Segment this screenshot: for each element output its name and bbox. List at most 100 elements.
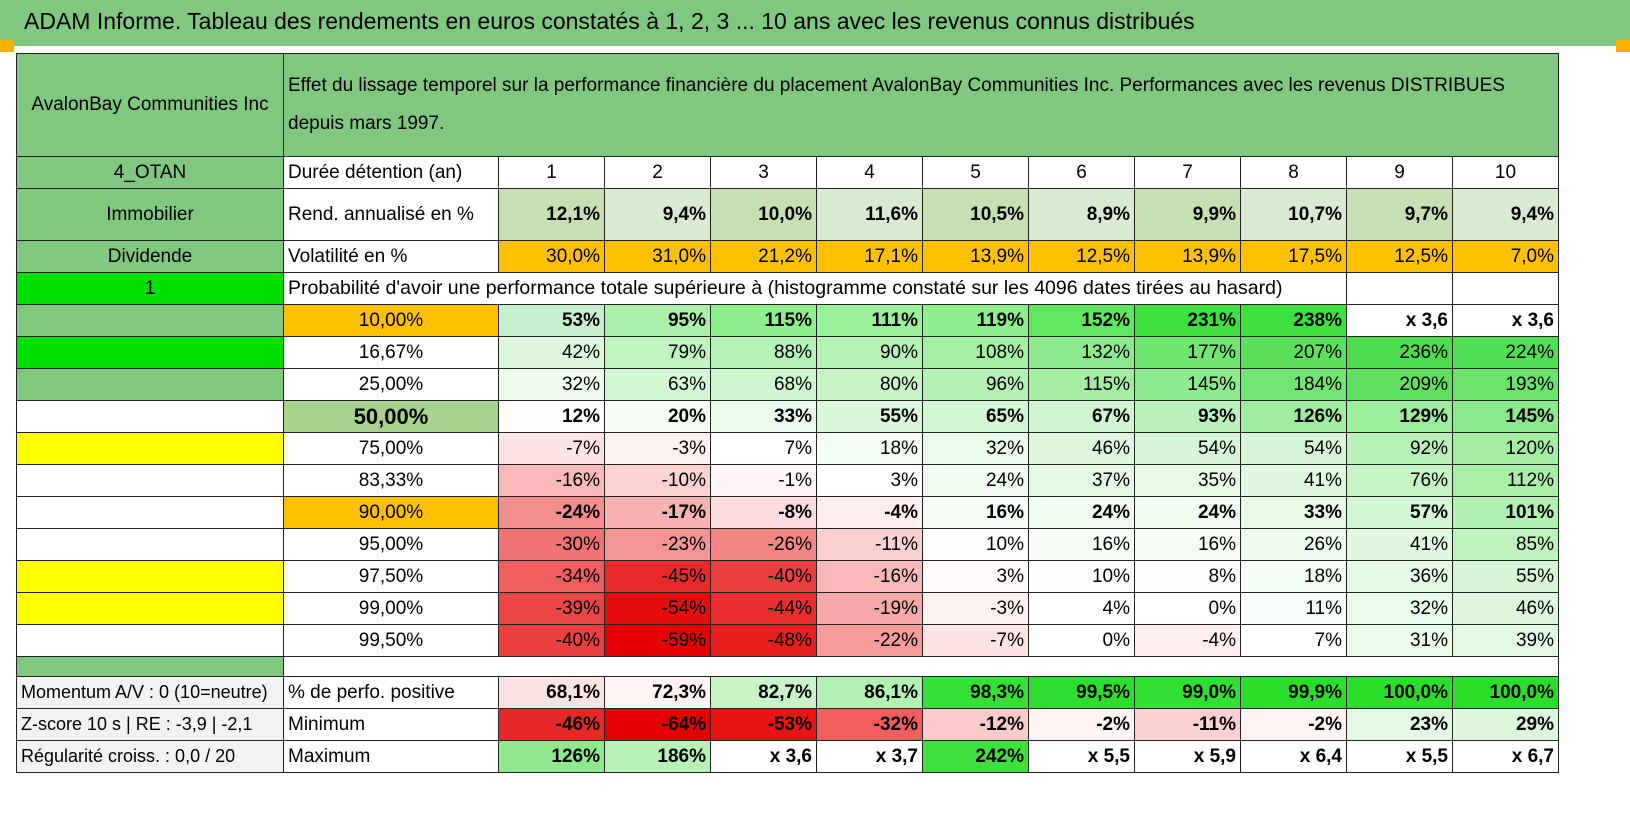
left-sharpe <box>16 528 284 561</box>
probability-value: 177% <box>1134 336 1241 369</box>
year-header: 6 <box>1028 156 1135 189</box>
probability-value: -40% <box>710 560 817 593</box>
probability-value: 231% <box>1134 304 1241 337</box>
probability-value: 55% <box>816 400 923 433</box>
year-header: 10 <box>1452 156 1559 189</box>
summary-value: x 5,5 <box>1346 740 1453 773</box>
probability-value: 184% <box>1240 368 1347 401</box>
probability-value: 7% <box>710 432 817 465</box>
threshold-cell: 97,50% <box>283 560 499 593</box>
probability-value: 236% <box>1346 336 1453 369</box>
probability-value: 41% <box>1240 464 1347 497</box>
probability-value: -7% <box>922 624 1029 657</box>
summary-value: 100,0% <box>1346 676 1453 709</box>
probability-row: 50,00% 12% 20% 33% 55% 65% 67% 93% 126% 129% 145% <box>16 400 1559 433</box>
left-compar <box>16 304 284 337</box>
probability-value: -8% <box>710 496 817 529</box>
spacer-empty <box>283 656 1559 677</box>
code-cell: 4_OTAN <box>16 156 284 189</box>
vol-value: 17,1% <box>816 240 923 273</box>
summary-value: -32% <box>816 708 923 741</box>
probability-row: 99,50% -40% -59% -48% -22% -7% 0% -4% 7% 31% 39% <box>16 624 1559 657</box>
summary-row: Momentum A/V : 0 (10=neutre)% de perfo. … <box>16 676 1559 709</box>
probability-value: 32% <box>922 432 1029 465</box>
probability-value: 152% <box>1028 304 1135 337</box>
vol-value: 13,9% <box>922 240 1029 273</box>
summary-value: -11% <box>1134 708 1241 741</box>
probability-row: 99,00% -39% -54% -44% -19% -3% 4% 0% 11% 32% 46% <box>16 592 1559 625</box>
probability-value: 224% <box>1452 336 1559 369</box>
rend-value: 10,5% <box>922 188 1029 241</box>
corner-marker-right <box>1616 40 1630 52</box>
probability-value: -1% <box>710 464 817 497</box>
probability-value: 3% <box>922 560 1029 593</box>
probability-value: 4% <box>1028 592 1135 625</box>
probability-value: 207% <box>1240 336 1347 369</box>
probability-value: 145% <box>1452 400 1559 433</box>
probability-row: 10,00% 53% 95% 115% 111% 119% 152% 231% 238% x 3,… <box>16 304 1559 337</box>
probability-value: 46% <box>1028 432 1135 465</box>
corner-marker-left <box>0 40 14 52</box>
probability-value: 16% <box>1028 528 1135 561</box>
left-rend_lt <box>16 464 284 497</box>
summary-value: 126% <box>498 740 605 773</box>
probability-value: 46% <box>1452 592 1559 625</box>
probability-value: 54% <box>1134 432 1241 465</box>
summary-value: x 5,9 <box>1134 740 1241 773</box>
threshold-cell: 50,00% <box>283 400 499 433</box>
probability-value: 26% <box>1240 528 1347 561</box>
probability-value: 3% <box>816 464 923 497</box>
rend-value: 9,7% <box>1346 188 1453 241</box>
probability-value: 33% <box>1240 496 1347 529</box>
probability-value: -11% <box>816 528 923 561</box>
left-period <box>16 400 284 433</box>
value-one-cell: 1 <box>16 272 284 305</box>
probability-value: 63% <box>604 368 711 401</box>
rend-value: 11,6% <box>816 188 923 241</box>
probability-row: 25,00% 32% 63% 68% 80% 96% 115% 145% 184% 209% 193… <box>16 368 1559 401</box>
summary-value: 68,1% <box>498 676 605 709</box>
probability-value: 7% <box>1240 624 1347 657</box>
summary-left: Régularité croiss. : 0,0 / 20 <box>16 740 284 773</box>
spacer-green <box>16 656 284 677</box>
year-header: 1 <box>498 156 605 189</box>
probability-row: 97,50% -34% -45% -40% -16% 3% 10% 8% 18% 36% 55% <box>16 560 1559 593</box>
probability-value: -3% <box>922 592 1029 625</box>
probability-value: -39% <box>498 592 605 625</box>
probability-value: 0% <box>1134 592 1241 625</box>
probability-value: -3% <box>604 432 711 465</box>
vol-value: 30,0% <box>498 240 605 273</box>
vol-value: 17,5% <box>1240 240 1347 273</box>
left-avec_div <box>16 592 284 625</box>
left-empty <box>16 624 284 657</box>
vol-value: 12,5% <box>1346 240 1453 273</box>
summary-label: % de perfo. positive <box>283 676 499 709</box>
probability-value: 119% <box>922 304 1029 337</box>
rend-value: 9,4% <box>1452 188 1559 241</box>
probability-value: 65% <box>922 400 1029 433</box>
probability-value: -34% <box>498 560 605 593</box>
year-header: 9 <box>1346 156 1453 189</box>
probability-value: 90% <box>816 336 923 369</box>
probability-value: 0% <box>1028 624 1135 657</box>
probability-value: 132% <box>1028 336 1135 369</box>
summary-value: -2% <box>1240 708 1347 741</box>
probability-value: 93% <box>1134 400 1241 433</box>
summary-label: Minimum <box>283 708 499 741</box>
threshold-cell: 90,00% <box>283 496 499 529</box>
summary-value: x 5,5 <box>1028 740 1135 773</box>
threshold-cell: 25,00% <box>283 368 499 401</box>
probability-value: 8% <box>1134 560 1241 593</box>
probability-value: -45% <box>604 560 711 593</box>
rend-value: 10,7% <box>1240 188 1347 241</box>
year-header: 5 <box>922 156 1029 189</box>
probability-value: 67% <box>1028 400 1135 433</box>
summary-value: 86,1% <box>816 676 923 709</box>
summary-value: x 3,6 <box>710 740 817 773</box>
probability-value: -23% <box>604 528 711 561</box>
probability-value: 79% <box>604 336 711 369</box>
probability-value: 129% <box>1346 400 1453 433</box>
left-val0 <box>16 336 284 369</box>
duree-label: Durée détention (an) <box>283 156 499 189</box>
probability-value: 31% <box>1346 624 1453 657</box>
